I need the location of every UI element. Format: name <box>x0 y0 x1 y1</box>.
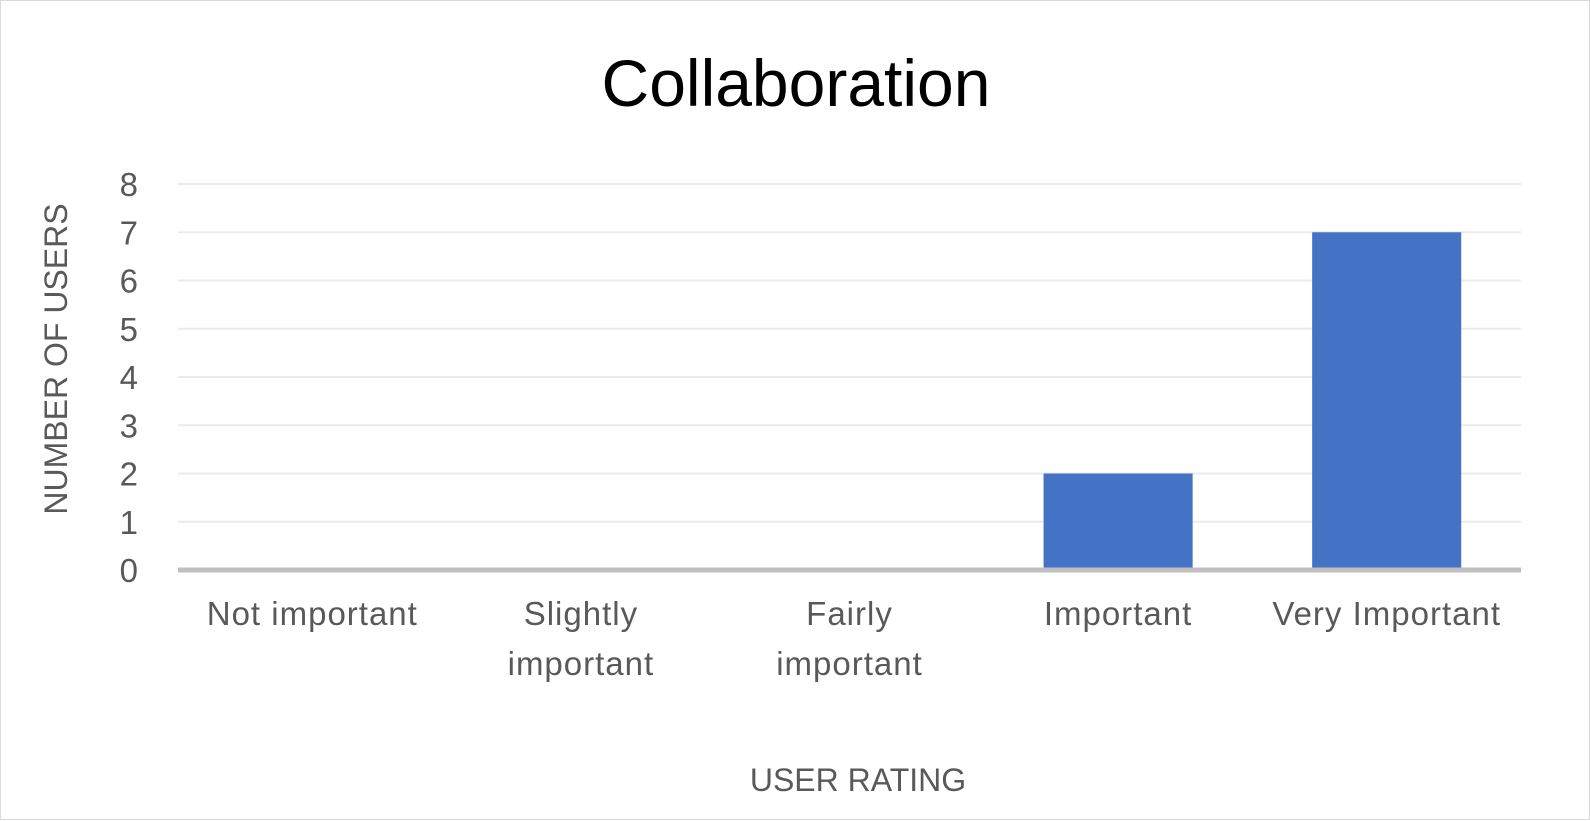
y-tick-label: 7 <box>120 214 138 251</box>
bars <box>1043 232 1462 570</box>
y-axis-ticks: 0 1 2 3 4 5 6 7 8 <box>120 166 138 589</box>
y-tick-label: 4 <box>120 359 138 396</box>
chart-title: Collaboration <box>602 46 991 120</box>
y-tick-label: 3 <box>120 407 138 444</box>
y-tick-label: 1 <box>120 504 138 541</box>
y-tick-label: 6 <box>120 263 138 300</box>
x-tick-label-line: Very Important <box>1272 595 1501 632</box>
gridlines <box>178 183 1521 523</box>
y-tick-label: 0 <box>120 552 138 589</box>
x-tick-label-line: Slightly <box>524 595 638 632</box>
y-tick-label: 5 <box>120 311 138 348</box>
bar-important <box>1043 473 1193 570</box>
y-axis-title: NUMBER OF USERS <box>38 203 74 514</box>
x-tick-label: Very Important <box>1272 595 1501 632</box>
x-tick-label-line: Not important <box>207 595 418 632</box>
y-tick-label: 2 <box>120 456 138 493</box>
x-tick-label: Fairly important <box>776 595 923 682</box>
x-tick-label-line: important <box>776 645 923 682</box>
x-tick-label: Not important <box>207 595 418 632</box>
x-tick-label: Important <box>1044 595 1192 632</box>
y-tick-label: 8 <box>120 166 138 203</box>
x-tick-label-line: Important <box>1044 595 1192 632</box>
x-axis-title: USER RATING <box>750 762 966 798</box>
x-tick-label: Slightly important <box>508 595 655 682</box>
x-tick-label-line: important <box>508 645 655 682</box>
x-tick-label-line: Fairly <box>806 595 893 632</box>
x-axis-categories: Not important Slightly important Fairly impo… <box>207 595 1501 682</box>
bar-very-important <box>1312 232 1462 570</box>
